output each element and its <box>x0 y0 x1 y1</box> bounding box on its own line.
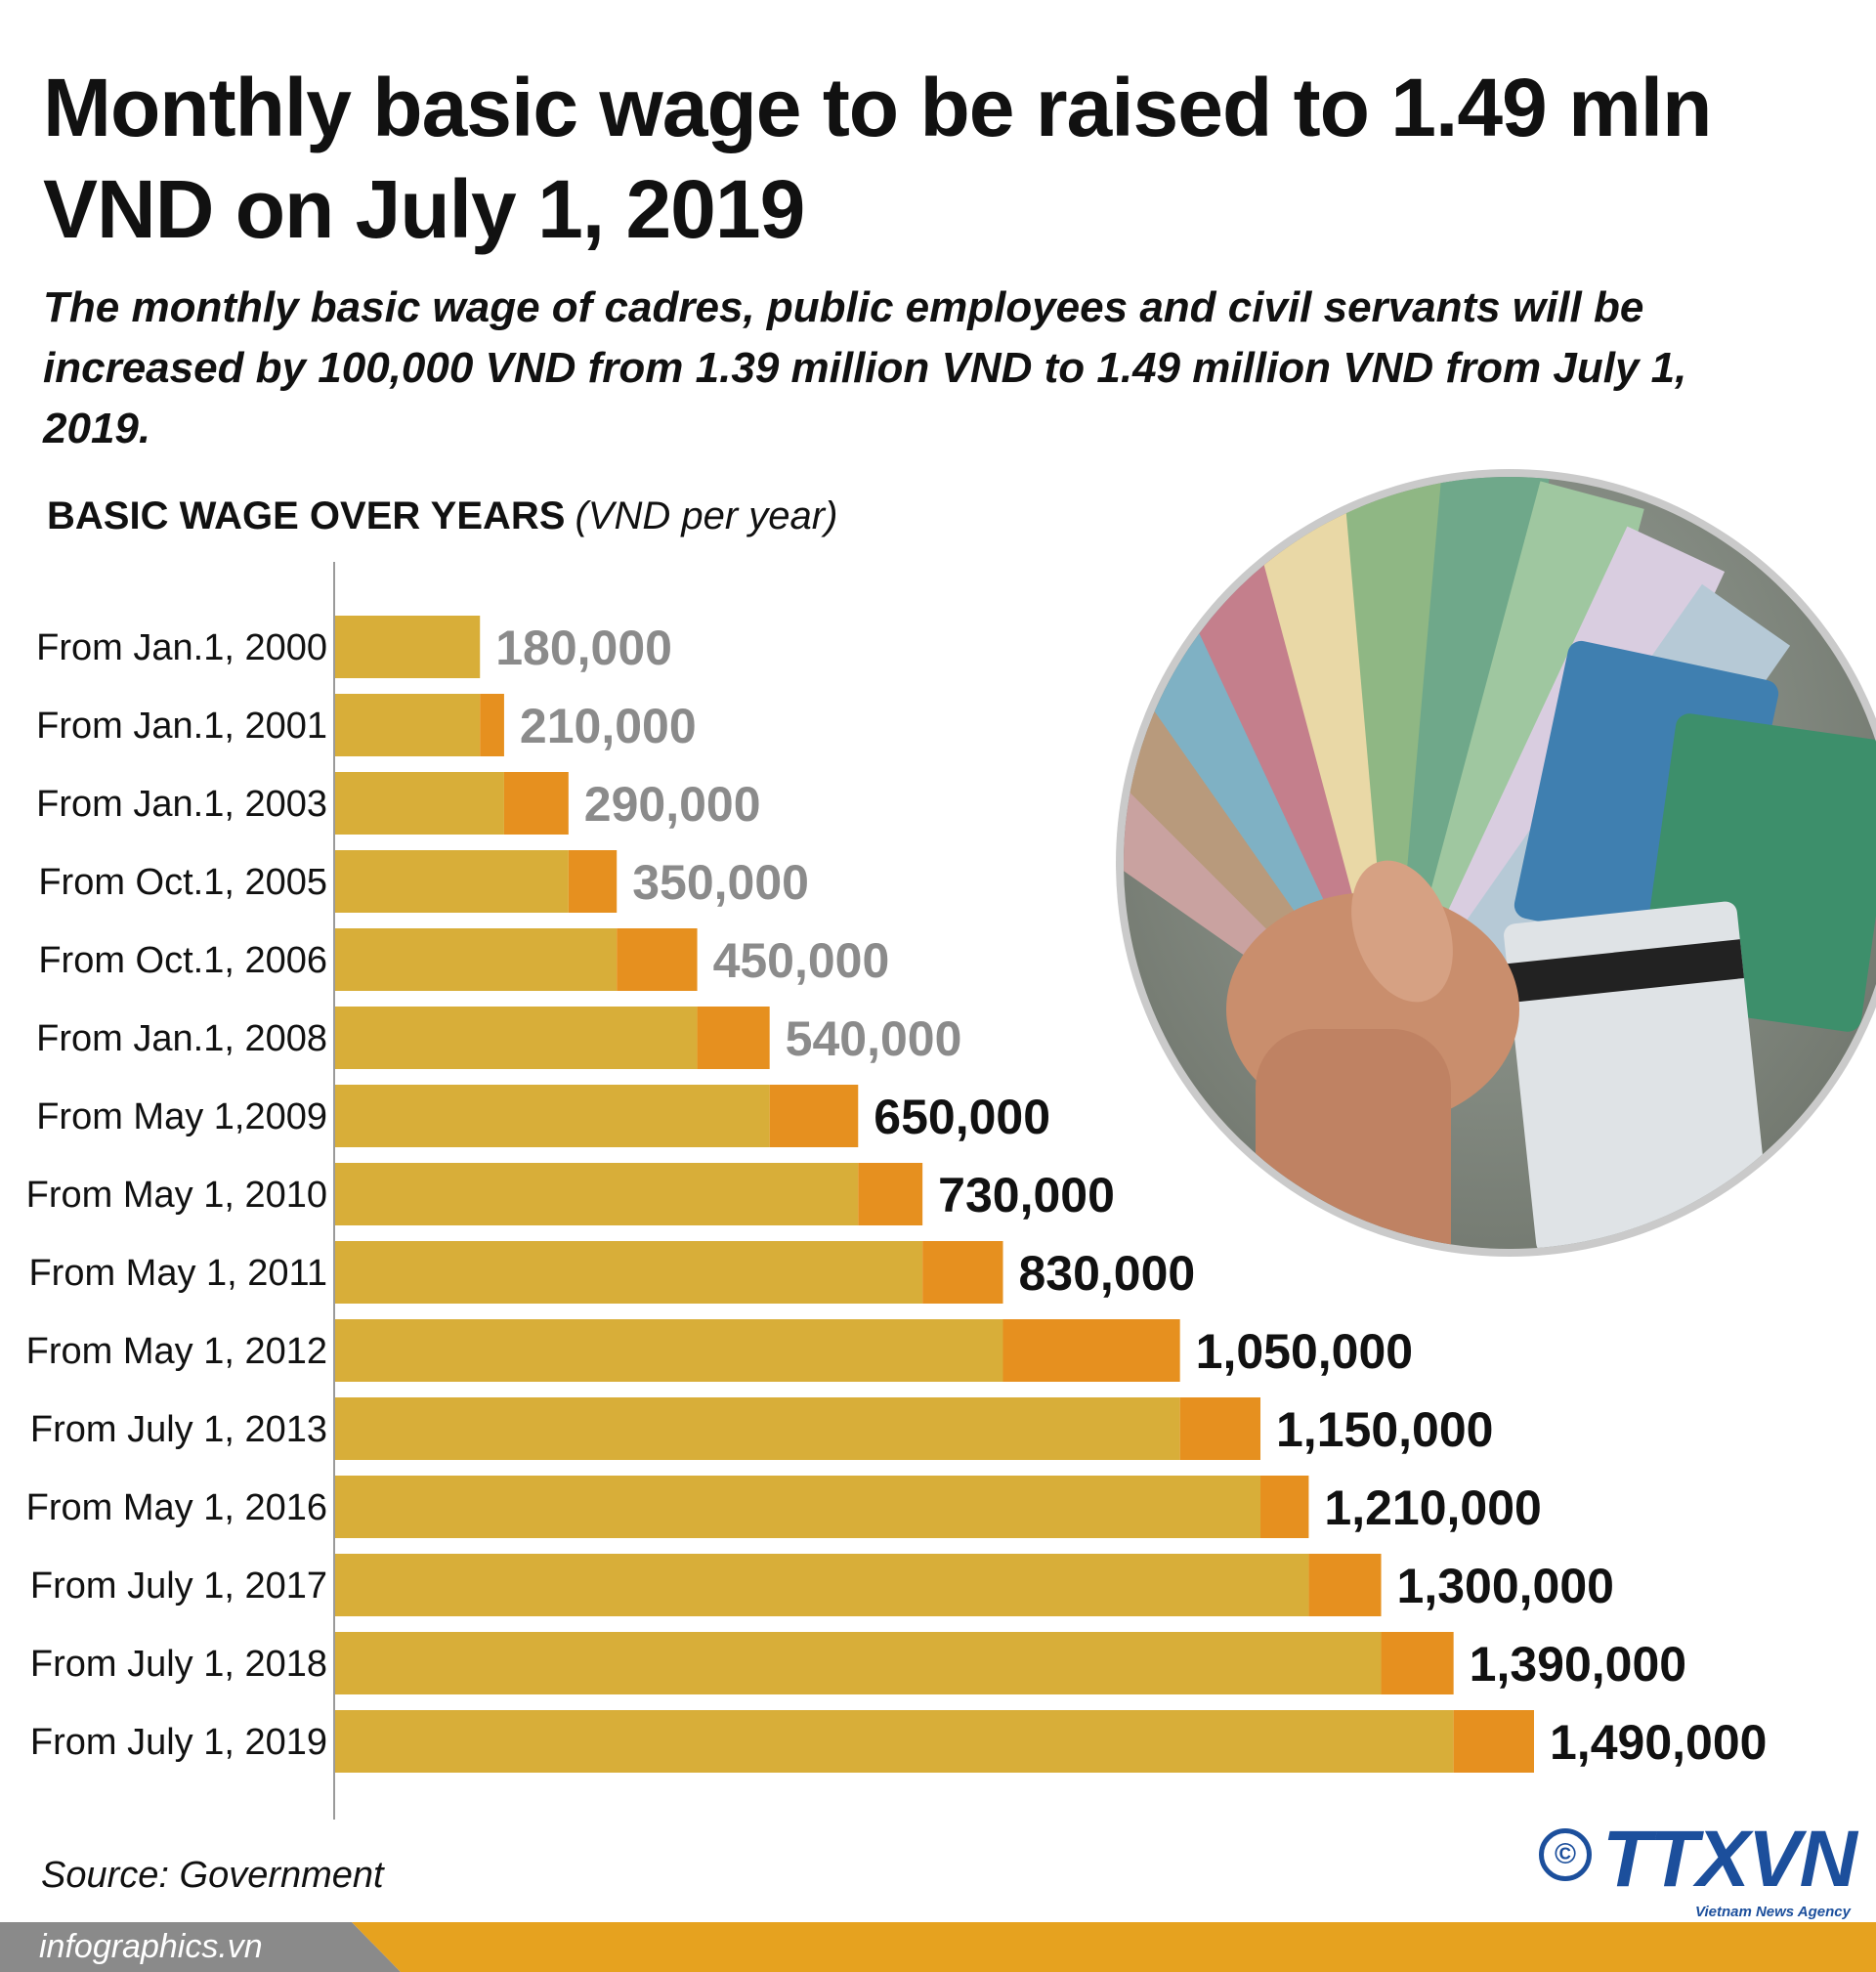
bar-increment-segment <box>1453 1710 1534 1773</box>
value-label: 350,000 <box>632 855 809 910</box>
logo-subtitle: Vietnam News Agency <box>1695 1904 1851 1920</box>
category-label: From July 1, 2017 <box>30 1565 327 1607</box>
category-label: From July 1, 2018 <box>30 1644 327 1685</box>
category-label: From May 1, 2016 <box>26 1487 327 1528</box>
page-title: Monthly basic wage to be raised to 1.49 … <box>43 62 1712 255</box>
category-label: From Oct.1, 2005 <box>38 862 327 903</box>
source-note: Source: Government <box>41 1855 384 1896</box>
bar-base-segment <box>335 1554 1309 1616</box>
value-label: 730,000 <box>938 1168 1115 1222</box>
bar-base-segment <box>335 1163 859 1225</box>
category-label: From May 1, 2010 <box>26 1175 327 1216</box>
value-label: 290,000 <box>584 777 761 832</box>
bar-increment-segment <box>1381 1632 1454 1694</box>
bar-base-segment <box>335 1710 1454 1773</box>
category-label: From Jan.1, 2000 <box>36 627 327 668</box>
bar-increment-segment <box>617 928 698 991</box>
ttxvn-logo: TTXVN <box>1602 1815 1857 1904</box>
bar-increment-segment <box>1260 1476 1309 1538</box>
money-fan-photo-icon <box>1109 404 1876 1312</box>
bar-increment-segment <box>1308 1554 1382 1616</box>
bar-base-segment <box>335 850 569 913</box>
value-label: 210,000 <box>520 699 697 753</box>
copyright-icon: © <box>1539 1828 1592 1881</box>
category-label: From May 1, 2012 <box>26 1331 327 1372</box>
chart-title-text: BASIC WAGE OVER YEARS <box>47 494 566 537</box>
bar-base-segment <box>335 772 504 835</box>
bar-base-segment <box>335 694 481 756</box>
bar-base-segment <box>335 1007 698 1069</box>
value-label: 180,000 <box>495 621 672 675</box>
bar-base-segment <box>335 1241 923 1304</box>
chart-title: BASIC WAGE OVER YEARS (VND per year) <box>47 492 837 540</box>
bar-base-segment <box>335 1632 1382 1694</box>
category-label: From Jan.1, 2001 <box>36 706 327 747</box>
chart-unit-label: (VND per year) <box>575 494 838 537</box>
value-label: 1,050,000 <box>1196 1324 1413 1379</box>
value-label: 1,150,000 <box>1276 1402 1493 1457</box>
bar-base-segment <box>335 928 618 991</box>
bar-increment-segment <box>480 694 504 756</box>
subtitle: The monthly basic wage of cadres, public… <box>43 283 1687 452</box>
value-label: 1,300,000 <box>1397 1559 1614 1613</box>
category-label: From July 1, 2013 <box>30 1409 327 1450</box>
value-label: 1,210,000 <box>1324 1480 1541 1535</box>
bar-increment-segment <box>1179 1397 1261 1460</box>
category-label: From May 1,2009 <box>36 1096 327 1137</box>
value-label: 1,390,000 <box>1470 1637 1686 1692</box>
bar-increment-segment <box>1002 1319 1180 1382</box>
value-label: 650,000 <box>874 1090 1050 1144</box>
category-label: From Jan.1, 2003 <box>36 784 327 825</box>
bar-base-segment <box>335 1397 1180 1460</box>
bar-increment-segment <box>568 850 618 913</box>
bar-base-segment <box>335 1085 770 1147</box>
category-label: From May 1, 2011 <box>28 1253 327 1294</box>
website-link[interactable]: infographics.vn <box>39 1928 263 1965</box>
category-label: From Jan.1, 2008 <box>36 1018 327 1059</box>
value-label: 1,490,000 <box>1550 1715 1767 1770</box>
bar-base-segment <box>335 616 481 678</box>
value-label: 830,000 <box>1018 1246 1195 1301</box>
bar-increment-segment <box>697 1007 770 1069</box>
value-label: 450,000 <box>713 933 890 988</box>
bar-increment-segment <box>858 1163 923 1225</box>
bar-increment-segment <box>769 1085 859 1147</box>
bar-increment-segment <box>503 772 569 835</box>
bar-base-segment <box>335 1319 1003 1382</box>
value-label: 540,000 <box>786 1011 962 1066</box>
bar-base-segment <box>335 1476 1261 1538</box>
category-label: From Oct.1, 2006 <box>38 940 327 981</box>
category-label: From July 1, 2019 <box>30 1722 327 1763</box>
footer-bar <box>0 1922 1876 1972</box>
bar-increment-segment <box>922 1241 1003 1304</box>
